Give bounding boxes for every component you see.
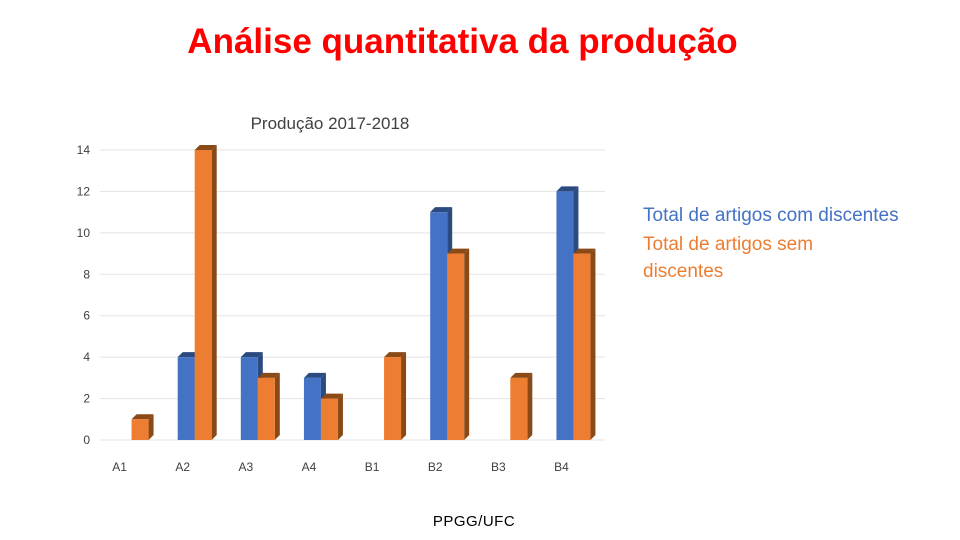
bar-front <box>240 357 258 440</box>
footer-text: PPGG/UFC <box>432 513 516 530</box>
x-tick-label: A2 <box>175 460 190 474</box>
bar-side <box>148 414 154 440</box>
bar-B3-sem-discentes <box>510 372 533 440</box>
bar-side <box>337 393 343 440</box>
legend: Total de artigos com discentes Total de … <box>643 202 943 285</box>
x-axis-ticks: A1 A2 A3 A4 B1 B2 B3 B4 <box>112 460 569 474</box>
y-axis-ticks: 0 2 4 6 8 10 12 14 <box>77 143 91 447</box>
x-tick-label: A3 <box>238 460 253 474</box>
y-tick-label: 4 <box>83 350 90 364</box>
bar-top <box>131 414 154 420</box>
bar-B1-sem-discentes <box>384 352 407 440</box>
y-tick-label: 6 <box>83 309 90 323</box>
bar-B2-sem-discentes <box>447 248 470 440</box>
x-tick-label: B3 <box>491 460 506 474</box>
bar-B4-sem-discentes <box>573 248 596 440</box>
bar-front <box>430 212 448 440</box>
x-tick-label: B2 <box>428 460 443 474</box>
bar-front <box>303 377 321 440</box>
bar-top <box>303 372 326 378</box>
bar-A2-sem-discentes <box>194 145 217 440</box>
legend-item-sem-discentes: Total de artigos sem discentes <box>643 234 814 282</box>
chart-title: Produção 2017-2018 <box>250 114 410 133</box>
bar-top <box>573 248 596 254</box>
bar-side <box>274 372 280 440</box>
y-tick-label: 10 <box>77 226 91 240</box>
x-tick-label: B1 <box>365 460 380 474</box>
bar-side <box>211 145 217 440</box>
bar-side <box>464 248 470 440</box>
x-tick-label: B4 <box>554 460 569 474</box>
y-tick-label: 0 <box>83 433 90 447</box>
bar-top <box>447 248 470 254</box>
bars <box>131 145 596 440</box>
bar-A1-sem-discentes <box>131 414 154 440</box>
bar-front <box>447 253 465 440</box>
bar-side <box>401 352 407 440</box>
bar-front <box>510 377 528 440</box>
bar-top <box>430 207 453 213</box>
bar-top <box>556 186 579 192</box>
bar-top <box>194 145 217 150</box>
x-tick-label: A4 <box>302 460 317 474</box>
y-tick-label: 14 <box>77 143 91 157</box>
bar-front <box>556 191 574 440</box>
bar-side <box>590 248 596 440</box>
bar-top <box>510 372 533 378</box>
bar-A3-sem-discentes <box>257 372 280 440</box>
bar-front <box>194 150 212 440</box>
bar-top <box>177 352 200 358</box>
legend-item-com-discentes: Total de artigos com discentes <box>643 205 899 226</box>
bar-front <box>320 398 338 440</box>
bar-side <box>527 372 533 440</box>
bar-front <box>257 377 275 440</box>
bar-top <box>384 352 407 358</box>
slide-title: Análise quantitativa da produção <box>187 22 738 61</box>
y-tick-label: 12 <box>77 184 91 198</box>
y-tick-label: 8 <box>83 267 90 281</box>
bar-front <box>177 357 195 440</box>
bar-top <box>320 393 343 399</box>
bar-top <box>257 372 280 378</box>
bar-front <box>131 419 149 440</box>
y-tick-label: 2 <box>83 392 90 406</box>
x-tick-label: A1 <box>112 460 127 474</box>
bar-A4-sem-discentes <box>320 393 343 440</box>
bar-front <box>384 357 402 440</box>
bar-front <box>573 253 591 440</box>
bar-top <box>240 352 263 358</box>
